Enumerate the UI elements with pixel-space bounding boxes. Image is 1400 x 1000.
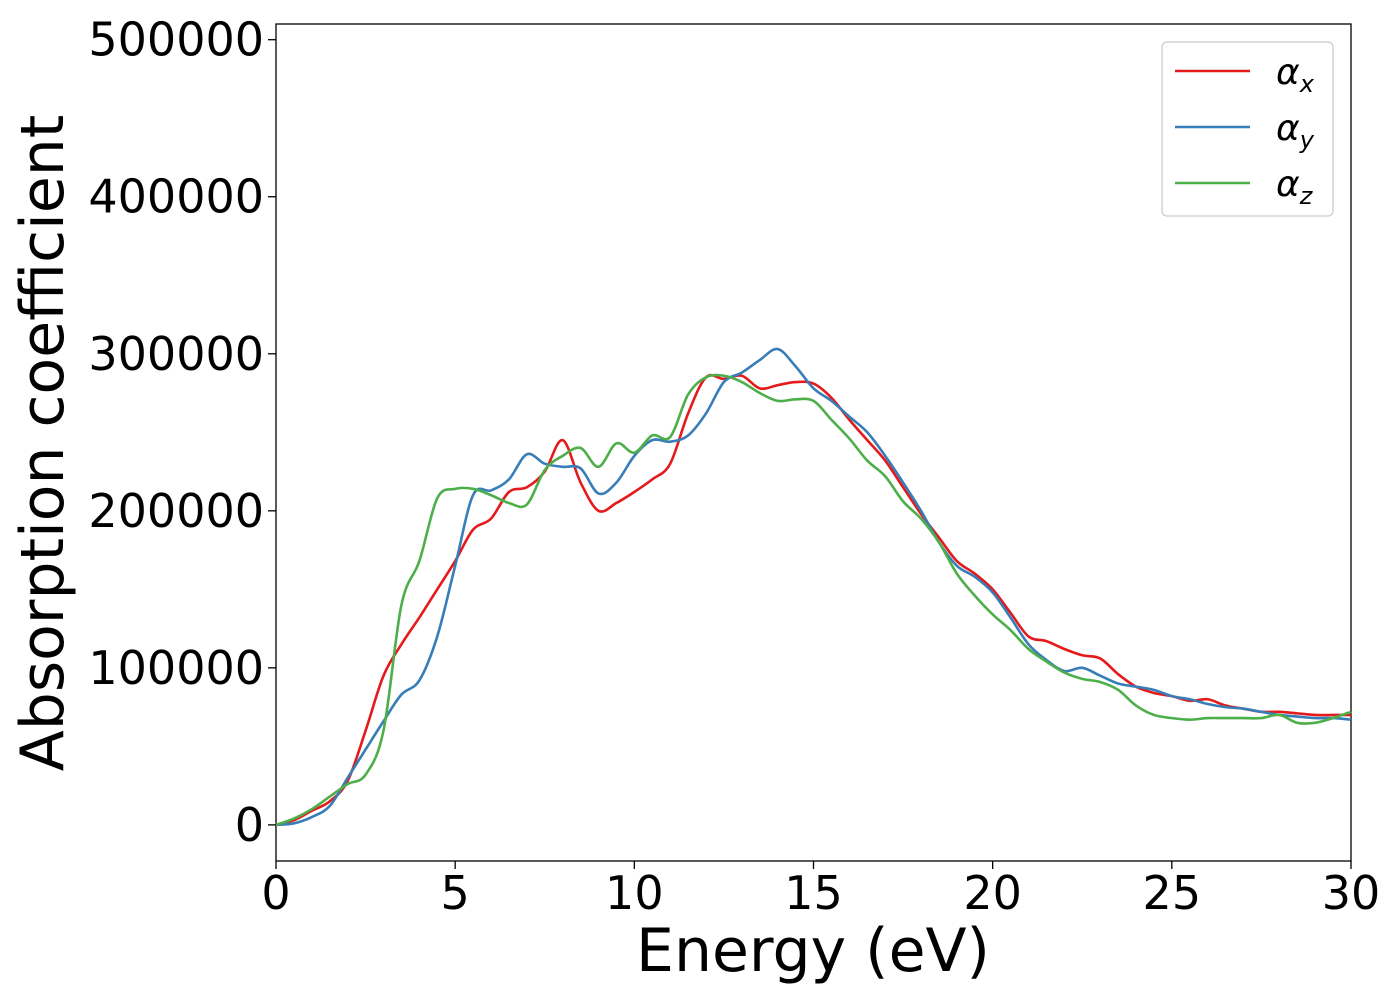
x-tick-label: 25 xyxy=(1143,866,1202,920)
y-tick-label: 100000 xyxy=(88,641,264,695)
y-axis-title: Absorption coefficient xyxy=(8,115,78,772)
y-tick-label: 200000 xyxy=(88,484,264,538)
legend-label-alpha-y: αy xyxy=(1276,108,1315,154)
x-tick-label: 30 xyxy=(1322,866,1381,920)
legend-label-alpha-x: αx xyxy=(1276,52,1315,98)
ticks-layer: 0 5 10 15 20 25 30 0 100000 200000 300000 400000 500… xyxy=(88,13,1380,920)
legend-symbol: α xyxy=(1276,164,1300,205)
series-line-alpha-z xyxy=(275,373,1352,827)
x-tick-label: 10 xyxy=(605,866,664,920)
y-tick-label: 300000 xyxy=(88,327,264,381)
legend-subscript: x xyxy=(1299,70,1315,98)
legend-subscript: z xyxy=(1299,182,1314,210)
x-tick-label: 15 xyxy=(784,866,843,920)
series-line-alpha-y xyxy=(275,347,1352,827)
y-tick-label: 500000 xyxy=(88,13,264,67)
legend-label-alpha-z: αz xyxy=(1276,164,1314,210)
legend-symbol: α xyxy=(1276,108,1300,149)
x-tick-label: 20 xyxy=(963,866,1022,920)
y-tick-label: 0 xyxy=(235,798,264,852)
legend-box xyxy=(1161,41,1334,217)
x-axis-title: Energy (eV) xyxy=(636,916,990,986)
x-tick-label: 0 xyxy=(261,866,290,920)
legend-subscript: y xyxy=(1299,126,1315,154)
legend-symbol: α xyxy=(1276,52,1300,93)
x-tick-label: 5 xyxy=(441,866,470,920)
y-tick-label: 400000 xyxy=(88,170,264,224)
series-layer xyxy=(275,347,1352,827)
